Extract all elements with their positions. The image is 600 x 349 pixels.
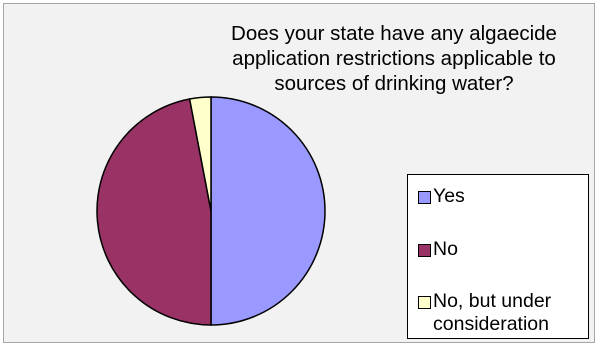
legend-item-no-but-under-consideration: No, but under consideration — [418, 290, 593, 336]
chart-title: Does your state have any algaecide appli… — [231, 22, 557, 95]
legend-swatch-no-but-under-consideration — [418, 296, 431, 309]
chart-area: Does your state have any algaecide appli… — [3, 3, 595, 343]
pie-chart — [96, 96, 326, 326]
legend-item-yes: Yes — [418, 185, 593, 208]
pie-slice-no-but-under-consideration — [188, 96, 212, 212]
pie-slice-no — [96, 98, 212, 326]
legend-label-no: No — [433, 238, 458, 260]
legend-item-no: No — [418, 238, 593, 261]
pie-slice-yes — [210, 96, 326, 326]
legend: Yes No No, but under consideration — [407, 174, 589, 339]
legend-swatch-yes — [418, 191, 431, 204]
legend-label-yes: Yes — [433, 185, 465, 207]
legend-swatch-no — [418, 244, 431, 257]
legend-label-no-but-under-consideration: No, but under consideration — [433, 290, 552, 335]
